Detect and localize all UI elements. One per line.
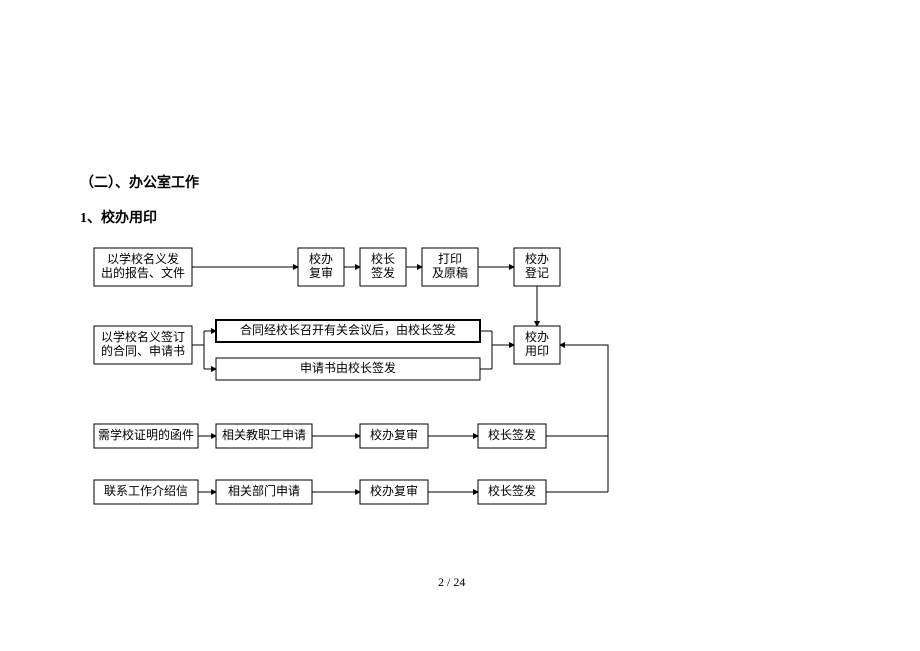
flow-node-label: 的合同、申请书 [101,343,185,358]
flowchart-diagram: 以学校名义发出的报告、文件校办复审校长签发打印及原稿校办登记以学校名义签订的合同… [0,0,920,651]
flow-node-label: 以学校名义签订 [101,329,185,344]
flow-node-label: 相关教职工申请 [222,427,306,442]
flow-node-label: 联系工作介绍信 [104,484,188,498]
flow-node-label: 校长签发 [488,427,536,442]
flow-node-label: 用印 [525,344,549,358]
flow-edge [560,345,608,492]
flow-node-n2: 校办复审 [298,248,344,286]
flow-node-label: 合同经校长召开有关会议后，由校长签发 [240,322,456,337]
flow-node-label: 需学校证明的函件 [98,427,194,442]
flow-node-n11: 相关教职工申请 [216,424,312,448]
flow-node-label: 校办 [525,329,549,344]
flow-node-n16: 校办复审 [360,480,428,504]
flow-node-label: 校长 [371,251,395,266]
flow-node-n17: 校长签发 [478,480,546,504]
flow-node-n7: 合同经校长召开有关会议后，由校长签发 [216,320,480,342]
flow-node-label: 校办 [525,251,549,266]
flow-node-label: 校办 [309,251,333,266]
flow-node-n9: 校办用印 [514,326,560,364]
flow-node-n8: 申请书由校长签发 [216,358,480,380]
flow-node-label: 登记 [525,265,549,280]
flow-node-label: 相关部门申请 [228,483,300,498]
flow-node-n5: 校办登记 [514,248,560,286]
flow-node-label: 申请书由校长签发 [300,360,396,375]
flow-node-n15: 相关部门申请 [216,480,312,504]
flow-node-label: 校长签发 [488,483,536,498]
flow-node-n13: 校长签发 [478,424,546,448]
flow-node-n6: 以学校名义签订的合同、申请书 [94,326,192,364]
flow-node-label: 校办复审 [370,483,418,498]
flow-node-n3: 校长签发 [360,248,406,286]
flow-node-label: 签发 [371,265,395,280]
flow-node-label: 以学校名义发 [107,251,179,266]
flow-node-label: 出的报告、文件 [101,265,185,280]
flow-node-n12: 校办复审 [360,424,428,448]
flow-node-label: 打印 [438,252,462,266]
flow-node-label: 校办复审 [370,427,418,442]
flow-node-n14: 联系工作介绍信 [94,480,198,504]
flow-node-label: 及原稿 [432,265,468,280]
flow-node-n1: 以学校名义发出的报告、文件 [94,248,192,286]
flow-node-n10: 需学校证明的函件 [94,424,198,448]
flow-node-n4: 打印及原稿 [422,248,478,286]
flow-node-label: 复审 [309,265,333,280]
